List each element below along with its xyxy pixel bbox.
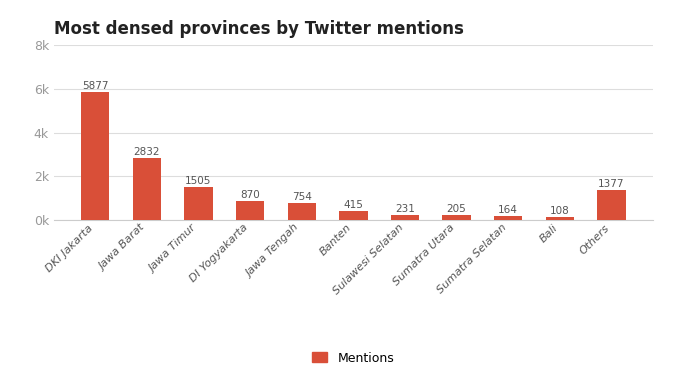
Text: 108: 108 xyxy=(550,206,569,216)
Bar xyxy=(236,201,264,220)
Text: 5877: 5877 xyxy=(82,81,108,91)
Text: 1377: 1377 xyxy=(598,179,625,189)
Text: Most densed provinces by Twitter mentions: Most densed provinces by Twitter mention… xyxy=(54,20,464,38)
Bar xyxy=(287,204,316,220)
Bar xyxy=(391,215,419,220)
Text: 2832: 2832 xyxy=(134,147,160,157)
Bar xyxy=(597,190,626,220)
Text: 205: 205 xyxy=(447,204,466,214)
Text: 1505: 1505 xyxy=(185,176,212,186)
Bar xyxy=(442,215,470,220)
Bar xyxy=(184,187,213,220)
Bar xyxy=(133,158,161,220)
Text: 870: 870 xyxy=(240,190,260,200)
Bar xyxy=(339,211,367,220)
Text: 164: 164 xyxy=(498,205,518,215)
Text: 231: 231 xyxy=(395,204,415,214)
Legend: Mentions: Mentions xyxy=(312,352,394,365)
Bar xyxy=(494,216,522,220)
Bar xyxy=(81,92,110,220)
Bar xyxy=(546,218,574,220)
Text: 415: 415 xyxy=(343,200,363,210)
Text: 754: 754 xyxy=(292,192,312,202)
